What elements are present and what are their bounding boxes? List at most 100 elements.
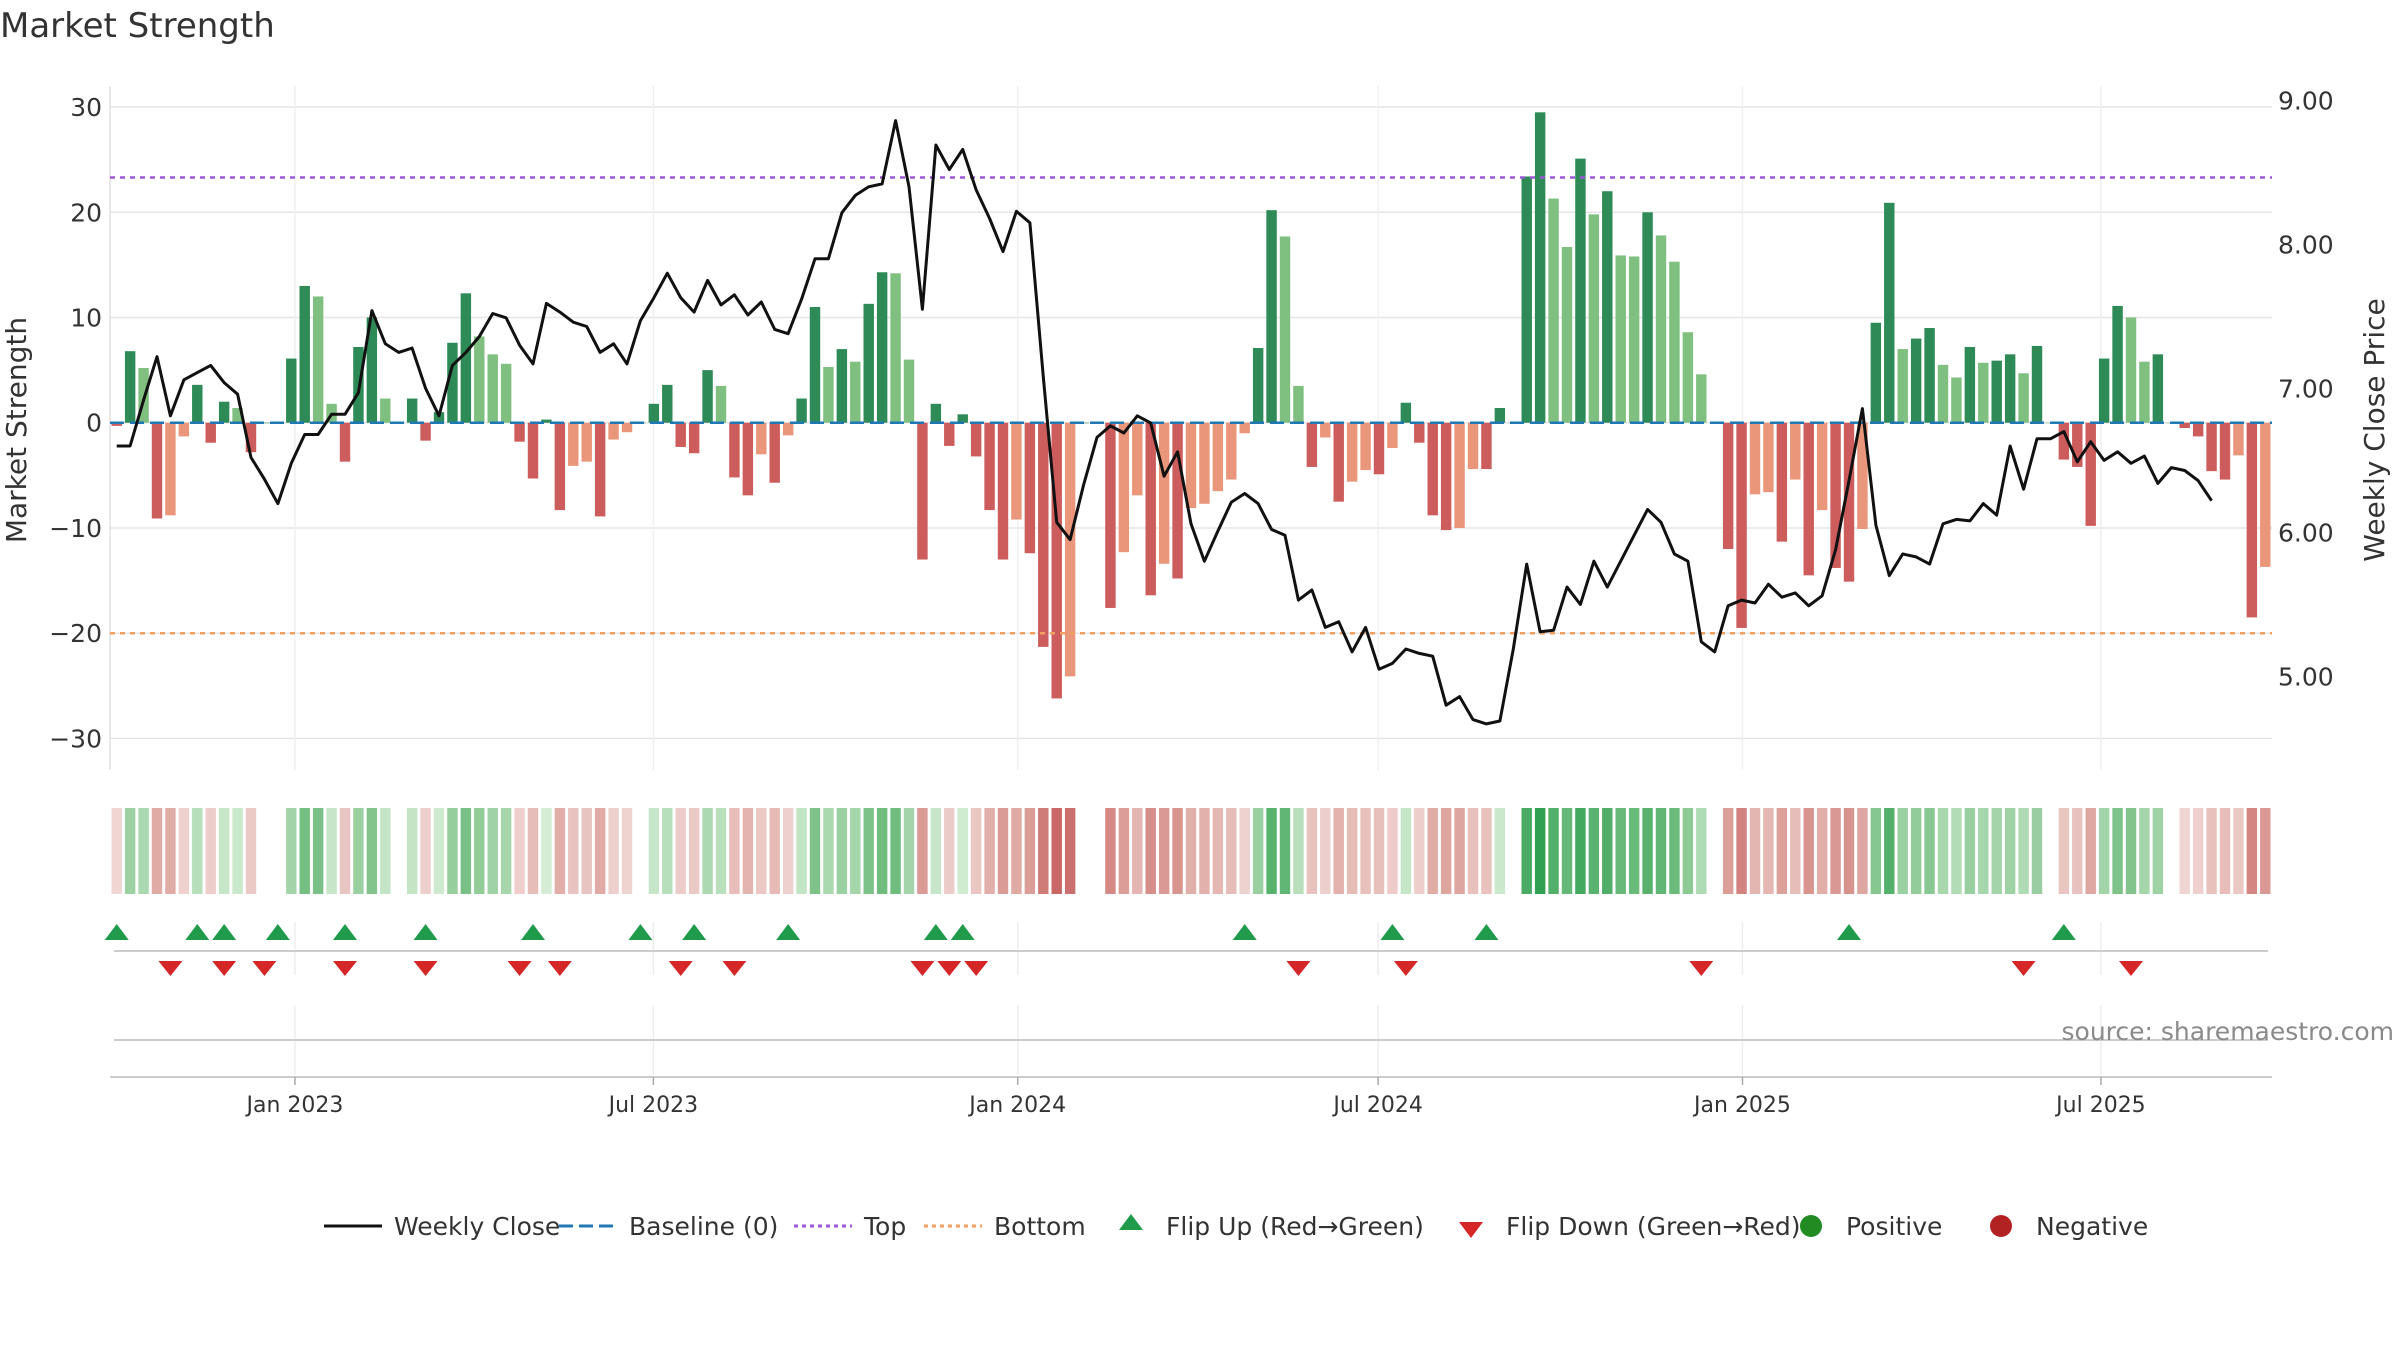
strength-bar <box>2206 422 2217 472</box>
strength-bar <box>782 422 794 436</box>
heat-cell <box>487 808 498 894</box>
heat-cell <box>782 808 794 894</box>
y-tick-label-left: 30 <box>70 93 102 122</box>
y-tick-label-left: −20 <box>49 619 102 648</box>
strength-bar <box>1749 422 1761 495</box>
y-tick-label-right: 6.00 <box>2278 518 2334 547</box>
weekly-close-line <box>116 119 2213 726</box>
flip-down-marker <box>668 961 693 976</box>
flip-up-marker <box>923 924 948 940</box>
heat-cell <box>474 808 485 894</box>
heat-cell <box>2206 808 2217 894</box>
heat-cell <box>2112 808 2123 894</box>
flip-up-marker <box>185 924 210 940</box>
heat-cell <box>1252 808 1264 894</box>
heat-cell <box>380 808 391 894</box>
legend-label: Positive <box>1846 1212 1942 1241</box>
legend-item: Flip Down (Green→Red) <box>1459 1212 1801 1241</box>
heat-cell <box>1051 808 1062 894</box>
heat-cell <box>1870 808 1882 894</box>
strength-bar <box>1790 422 1801 480</box>
strength-bar <box>245 422 257 453</box>
strength-bar <box>850 361 861 423</box>
heat-cell <box>1239 808 1250 894</box>
heat-cell <box>2192 808 2204 894</box>
strength-bar <box>769 422 780 483</box>
heat-cell <box>514 808 525 894</box>
heat-cell <box>2085 808 2096 894</box>
flip-down-marker <box>937 961 962 976</box>
flip-down-marker <box>1286 961 1311 976</box>
heat-cell <box>702 808 713 894</box>
strength-bar <box>863 303 874 423</box>
heat-cell <box>165 808 176 894</box>
heat-cell <box>1199 808 1210 894</box>
heat-cell <box>1830 808 1841 894</box>
flip-up-marker <box>212 924 237 940</box>
legend-item: Positive <box>1800 1212 1942 1241</box>
heat-cell <box>1481 808 1492 894</box>
heat-cell <box>1118 808 1130 894</box>
strength-bar <box>2018 373 2029 423</box>
flip-up-marker <box>628 924 653 940</box>
heat-cell <box>1266 808 1277 894</box>
strength-bar <box>299 285 310 423</box>
strength-bar <box>1521 176 1532 423</box>
strength-bar <box>1628 256 1640 423</box>
heat-cell <box>1346 808 1358 894</box>
flip-up-marker <box>776 924 801 940</box>
legend-label: Baseline (0) <box>629 1212 778 1241</box>
heat-cell <box>2152 808 2164 894</box>
heat-cell <box>1897 808 1908 894</box>
legend-swatch-negative <box>1990 1215 2012 1237</box>
heat-cell <box>769 808 780 894</box>
strength-bar <box>568 422 579 466</box>
heat-cell <box>527 808 539 894</box>
strength-bar <box>1239 422 1250 434</box>
strength-bar <box>715 385 727 423</box>
strength-bar <box>608 422 619 440</box>
x-tick-label: Jul 2023 <box>607 1093 699 1118</box>
y-tick-label-left: 20 <box>70 198 102 227</box>
heat-cell <box>1588 808 1600 894</box>
strength-bar <box>2031 345 2043 423</box>
heat-cell <box>1293 808 1304 894</box>
y-tick-label-left: −10 <box>49 514 102 543</box>
heat-cell <box>2058 808 2070 894</box>
heat-cell <box>1763 808 1774 894</box>
flip-up-marker <box>950 924 975 940</box>
strength-bar <box>2112 305 2123 423</box>
source-credit: source: sharemaestro.com <box>2062 1017 2395 1046</box>
heat-cell <box>2219 808 2231 894</box>
strength-bar <box>594 422 606 517</box>
heat-cell <box>662 808 673 894</box>
strength-bar <box>876 272 888 423</box>
heat-cell <box>1736 808 1747 894</box>
strength-bar <box>1454 422 1465 528</box>
strength-bar <box>729 422 740 478</box>
strength-bar <box>1051 422 1062 699</box>
flip-down-marker <box>2119 961 2143 976</box>
strength-bar <box>662 384 673 423</box>
strength-bar <box>541 419 552 423</box>
strength-bar <box>756 422 767 455</box>
strength-bar <box>2219 422 2231 480</box>
heat-cell <box>1655 808 1667 894</box>
strength-bar <box>1669 261 1680 423</box>
heat-cell <box>1333 808 1344 894</box>
heat-cell <box>970 808 982 894</box>
heat-cell <box>944 808 955 894</box>
heat-cell <box>1924 808 1935 894</box>
strength-bar <box>890 273 901 423</box>
strength-bar <box>1924 328 1935 423</box>
heat-cell <box>1816 808 1828 894</box>
heat-cell <box>1467 808 1479 894</box>
heat-cell <box>366 808 378 894</box>
flip-up-marker <box>1474 924 1499 940</box>
strength-bar <box>1400 402 1412 423</box>
heat-cell <box>1548 808 1559 894</box>
heat-cell <box>232 808 243 894</box>
heat-cell <box>796 808 807 894</box>
heat-cell <box>742 808 754 894</box>
x-axis: Jan 2023 Jul 2023 Jan 2024 Jul 2024 Jan 2025… <box>110 1076 2272 1118</box>
